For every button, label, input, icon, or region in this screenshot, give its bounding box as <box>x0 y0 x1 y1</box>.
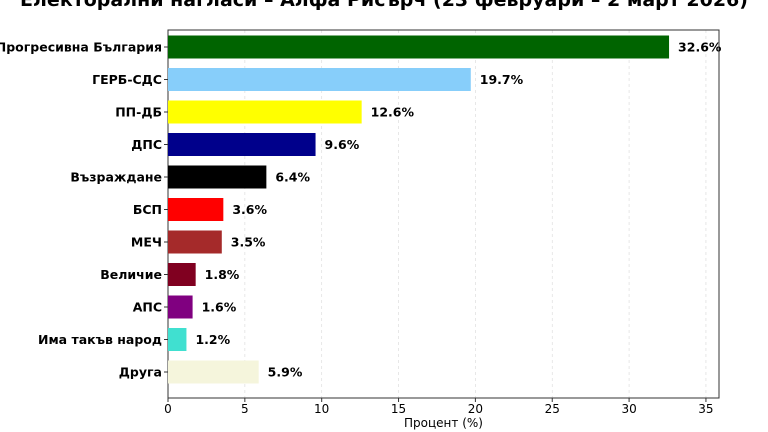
x-tick-label: 20 <box>468 402 483 416</box>
data-label: 32.6% <box>678 40 722 55</box>
category-label: Възраждане <box>70 170 162 185</box>
x-tick-label: 35 <box>698 402 713 416</box>
bar-8 <box>168 295 193 319</box>
category-label: Друга <box>119 365 162 380</box>
x-axis-label: Процент (%) <box>404 416 483 430</box>
category-label: АПС <box>133 300 162 315</box>
bar-9 <box>168 328 187 351</box>
category-label: Има такъв народ <box>38 332 162 347</box>
data-label: 19.7% <box>480 72 524 87</box>
category-label: ГЕРБ-СДС <box>92 72 162 87</box>
category-label: ДПС <box>131 137 162 152</box>
bar-2 <box>168 100 362 124</box>
category-label: Величие <box>100 267 162 282</box>
data-label: 3.5% <box>231 235 266 250</box>
bar-0 <box>168 35 670 59</box>
category-label: БСП <box>133 202 162 217</box>
x-tick-label: 30 <box>621 402 636 416</box>
x-tick-label: 25 <box>545 402 560 416</box>
bar-6 <box>168 230 222 254</box>
bar-3 <box>168 133 316 156</box>
chart-title: Електорални нагласи – Алфа Рисърч (23 фе… <box>20 0 748 11</box>
data-label: 9.6% <box>325 137 360 152</box>
data-label: 5.9% <box>268 365 303 380</box>
bar-1 <box>168 68 471 91</box>
data-label: 1.6% <box>202 300 237 315</box>
category-label: ПП-ДБ <box>115 105 162 120</box>
bar-10 <box>168 360 259 384</box>
category-label: Прогресивна България <box>0 40 162 55</box>
data-label: 3.6% <box>232 202 267 217</box>
category-label: МЕЧ <box>131 235 162 250</box>
data-label: 6.4% <box>275 170 310 185</box>
x-tick-label: 5 <box>241 402 249 416</box>
data-label: 12.6% <box>371 105 415 120</box>
x-tick-label: 0 <box>164 402 172 416</box>
bar-7 <box>168 263 196 286</box>
bar-5 <box>168 198 224 221</box>
data-label: 1.2% <box>195 332 230 347</box>
x-tick-label: 10 <box>314 402 329 416</box>
bar-4 <box>168 165 267 189</box>
x-tick-label: 15 <box>391 402 406 416</box>
data-label: 1.8% <box>205 267 240 282</box>
